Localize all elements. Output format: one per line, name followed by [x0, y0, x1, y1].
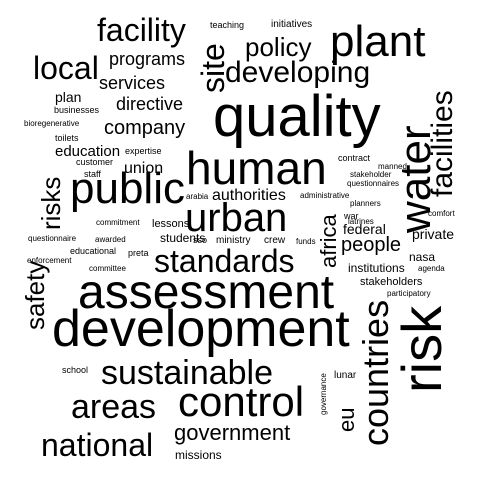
word-safety: safety	[20, 260, 50, 330]
word-standards: standards	[154, 243, 295, 279]
word-preta: preta	[128, 248, 149, 258]
word-administrative: administrative	[300, 191, 350, 200]
word-control: control	[178, 378, 305, 425]
word-education: education	[55, 143, 121, 160]
word-bioregenerative: bioregenerative	[24, 119, 80, 128]
word-urban: urban	[185, 196, 288, 240]
word-teaching: teaching	[210, 20, 245, 30]
word-manned: manned	[378, 162, 407, 171]
word-programs: programs	[109, 49, 186, 69]
word-lessons: lessons	[152, 218, 190, 230]
word-agenda: agenda	[418, 264, 445, 273]
word-stakeholders: stakeholders	[360, 276, 423, 288]
word-areas: areas	[71, 388, 157, 426]
word-participatory: participatory	[387, 289, 431, 298]
word-national: national	[41, 427, 154, 463]
word-risk: risk	[390, 305, 453, 393]
word-students: students	[160, 231, 206, 245]
word-people: people	[341, 234, 402, 256]
word-private: private	[412, 226, 455, 242]
word-stakeholder: stakeholder	[350, 170, 392, 179]
word-public: public	[70, 164, 185, 213]
word-africa: africa	[316, 214, 341, 268]
word-directive: directive	[116, 94, 184, 114]
word-arabia: arabia	[186, 192, 209, 201]
word-risks: risks	[36, 176, 66, 230]
word-funds: funds	[296, 237, 316, 246]
word-latrines: latrines	[348, 217, 374, 226]
word-plan: plan	[55, 89, 82, 105]
word-questionnaires: questionnaires	[347, 179, 400, 188]
word-awarded: awarded	[95, 235, 126, 244]
word-war: war	[344, 211, 359, 221]
word-institutions: institutions	[348, 261, 405, 275]
word-expertise: expertise	[125, 146, 162, 156]
word-toilets: toilets	[55, 133, 79, 143]
word-developing: developing	[225, 56, 371, 89]
word-missions: missions	[175, 448, 222, 462]
word-commitment: commitment	[96, 218, 140, 227]
word-staff: staff	[84, 169, 101, 179]
word-authorities: authorities	[212, 187, 286, 204]
word-enforcement: enforcement	[27, 256, 72, 265]
word-sso: sso	[193, 235, 208, 245]
word-ministry: ministry	[216, 235, 251, 246]
word-businesses: businesses	[54, 105, 100, 115]
word-services: services	[99, 73, 166, 93]
word-lunar: lunar	[334, 370, 357, 381]
word-planners: planners	[350, 199, 381, 208]
word-union: union	[124, 160, 164, 177]
word-educational: educational	[70, 246, 117, 256]
word-committee: committee	[89, 264, 126, 273]
word-questionnaire: questionnaire	[28, 234, 77, 243]
word-governance: governance	[319, 373, 328, 415]
word-local: local	[33, 50, 99, 86]
word-quality: quality	[213, 84, 381, 149]
word-eu: eu	[334, 407, 359, 432]
word-sustainable: sustainable	[101, 354, 274, 392]
word-crew: crew	[264, 235, 286, 246]
word-comfort: comfort	[428, 209, 455, 218]
word-facility: facility	[97, 12, 186, 48]
word-school: school	[62, 365, 89, 375]
word-site: site	[195, 43, 231, 93]
word-countries: countries	[355, 299, 396, 446]
word-facilities: facilities	[426, 90, 459, 197]
word-customer: customer	[76, 157, 114, 167]
word-human: human	[186, 142, 327, 194]
word-federal: federal	[343, 221, 386, 237]
word-government: government	[174, 420, 291, 445]
word-contract: contract	[338, 153, 371, 163]
word-plant: plant	[330, 17, 426, 66]
word-development: development	[52, 300, 350, 358]
word-initiatives: initiatives	[271, 19, 313, 30]
word-nasa: nasa	[409, 250, 436, 264]
word-company: company	[104, 117, 186, 139]
word-assessment: assessment	[78, 266, 335, 319]
word-policy: policy	[245, 32, 312, 62]
